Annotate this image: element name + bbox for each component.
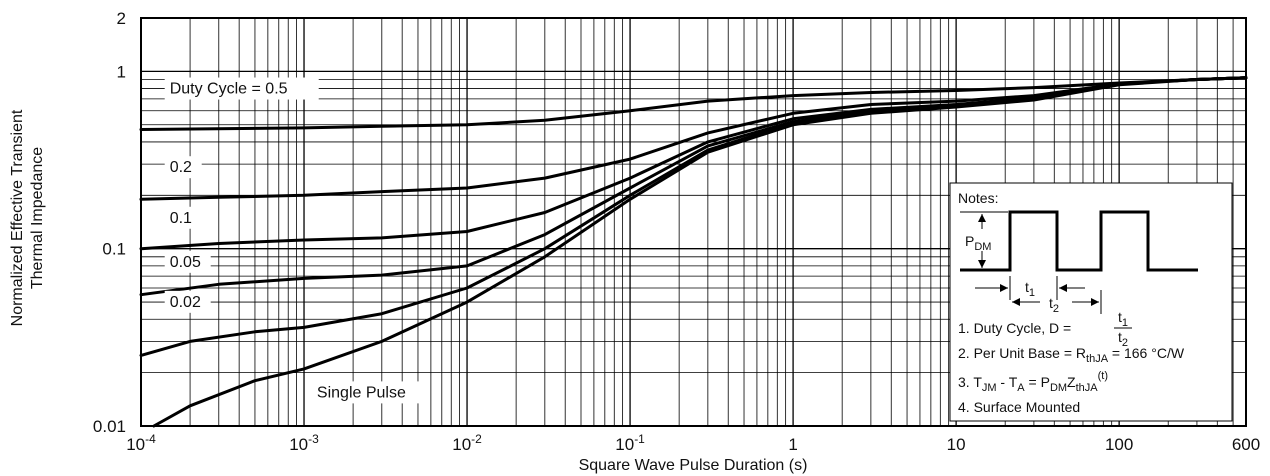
x-tick-label: 10-3 bbox=[289, 432, 319, 454]
note-3-b-sub: A bbox=[1017, 382, 1025, 394]
x-tick-base: 10 bbox=[615, 435, 634, 454]
notes-title: Notes: bbox=[958, 190, 998, 206]
x-tick-exponent: -4 bbox=[145, 432, 156, 446]
x-tick-label: 100 bbox=[1105, 435, 1133, 454]
y-tick-label: 1 bbox=[117, 62, 126, 81]
note-3-a-sub: JM bbox=[982, 382, 997, 394]
note-3-b: - T bbox=[997, 374, 1018, 390]
x-tick-base: 10 bbox=[452, 435, 471, 454]
note-1-text: 1. Duty Cycle, D = bbox=[958, 320, 1071, 336]
y-tick-label: 2 bbox=[117, 9, 126, 28]
t2-label: t2 bbox=[1049, 295, 1059, 315]
note-2: 2. Per Unit Base = RthJA = 166 °C/W bbox=[958, 345, 1185, 365]
note-3-c-sub: DM bbox=[1050, 382, 1067, 394]
y-tick-label: 0.1 bbox=[102, 240, 126, 259]
x-tick-base: 600 bbox=[1232, 435, 1260, 454]
x-tick-base: 10 bbox=[947, 435, 966, 454]
note-3-a: 3. T bbox=[958, 374, 982, 390]
pdm-label-main: P bbox=[965, 233, 974, 249]
y-tick-label: 0.01 bbox=[93, 417, 126, 436]
note-3-sup: (t) bbox=[1098, 370, 1108, 382]
curve-label-background bbox=[164, 77, 319, 100]
curve-label-background bbox=[164, 206, 202, 229]
pdm-label-sub: DM bbox=[974, 241, 991, 253]
series bbox=[139, 76, 1248, 428]
pdm-label-bg bbox=[963, 229, 1003, 251]
note-1-num-main: t bbox=[1118, 309, 1122, 325]
t2-arrowhead-right bbox=[1091, 298, 1099, 306]
y-axis-ticks: 0.01 0.1 1 2 bbox=[93, 9, 126, 436]
t1-label: t1 bbox=[1025, 279, 1035, 299]
t2-label-main: t bbox=[1049, 295, 1053, 311]
y-axis-title-line2: Thermal Impedance bbox=[29, 147, 46, 289]
x-tick-label: 1 bbox=[788, 435, 797, 454]
x-axis-ticks: 10-4 10-3 10-2 10-1 1 10 100 600 bbox=[126, 432, 1260, 454]
x-tick-base: 100 bbox=[1105, 435, 1133, 454]
note-2-sub: thJA bbox=[1086, 353, 1109, 365]
curve-labels: Duty Cycle = 0.5 0.2 0.1 0.05 0.02 Single Pul… bbox=[164, 77, 430, 404]
x-tick-exponent: -1 bbox=[634, 432, 645, 446]
note-1-denominator: t2 bbox=[1118, 329, 1128, 349]
curve-label-background bbox=[311, 381, 430, 404]
note-2-main: 2. Per Unit Base = R bbox=[958, 345, 1086, 361]
note-1-numerator: t1 bbox=[1118, 309, 1128, 329]
t1-arrowhead-right bbox=[1059, 284, 1067, 292]
curve-label: 0.02 bbox=[170, 294, 201, 311]
x-tick-base: 10 bbox=[126, 435, 145, 454]
x-tick-exponent: -2 bbox=[471, 432, 482, 446]
x-tick-label: 10-1 bbox=[615, 432, 645, 454]
pdm-label: PDM bbox=[965, 233, 991, 253]
t2-label-sub: 2 bbox=[1053, 303, 1059, 315]
t1-arrowhead-left bbox=[1000, 284, 1008, 292]
note-2-tail: = 166 °C/W bbox=[1108, 345, 1185, 361]
curve-label-background bbox=[164, 250, 211, 273]
curve-label: 0.1 bbox=[170, 210, 192, 227]
note-1-den-main: t bbox=[1118, 329, 1122, 345]
y-axis-title-line1: Normalized Effective Transient bbox=[9, 109, 26, 326]
t2-arrowhead-left bbox=[1012, 298, 1020, 306]
notes-box: Notes: PDM t1 t2 1. Duty Cycle, D = t1 t… bbox=[949, 182, 1233, 422]
series-line bbox=[152, 76, 1248, 428]
note-3-d: Z bbox=[1067, 374, 1076, 390]
t1-label-sub: 1 bbox=[1029, 287, 1035, 299]
plot-frame bbox=[140, 17, 1247, 427]
curve-label: 0.05 bbox=[170, 254, 201, 271]
x-tick-base: 10 bbox=[289, 435, 308, 454]
note-3: 3. TJM - TA = PDMZthJA(t) bbox=[958, 370, 1108, 394]
x-tick-label: 10-4 bbox=[126, 432, 156, 454]
t1-label-main: t bbox=[1025, 279, 1029, 295]
series-line bbox=[139, 76, 1248, 131]
x-tick-label: 10 bbox=[947, 435, 966, 454]
pulse-waveform bbox=[960, 210, 1198, 272]
x-tick-label: 10-2 bbox=[452, 432, 482, 454]
x-tick-exponent: -3 bbox=[308, 432, 319, 446]
curve-label: Duty Cycle = 0.5 bbox=[170, 81, 288, 98]
x-tick-label: 600 bbox=[1232, 435, 1260, 454]
note-1-num-sub: 1 bbox=[1122, 317, 1128, 329]
x-tick-base: 1 bbox=[788, 435, 797, 454]
curve-label-background bbox=[164, 290, 211, 313]
note-3-c: = P bbox=[1025, 374, 1050, 390]
note-3-d-sub: thJA bbox=[1076, 382, 1099, 394]
curve-label: 0.2 bbox=[170, 159, 192, 176]
x-axis-title: Square Wave Pulse Duration (s) bbox=[579, 457, 808, 474]
curve-label-background bbox=[164, 156, 202, 179]
curve-label: Single Pulse bbox=[317, 384, 406, 401]
note-4: 4. Surface Mounted bbox=[958, 399, 1080, 415]
note-1-den-sub: 2 bbox=[1122, 337, 1128, 349]
